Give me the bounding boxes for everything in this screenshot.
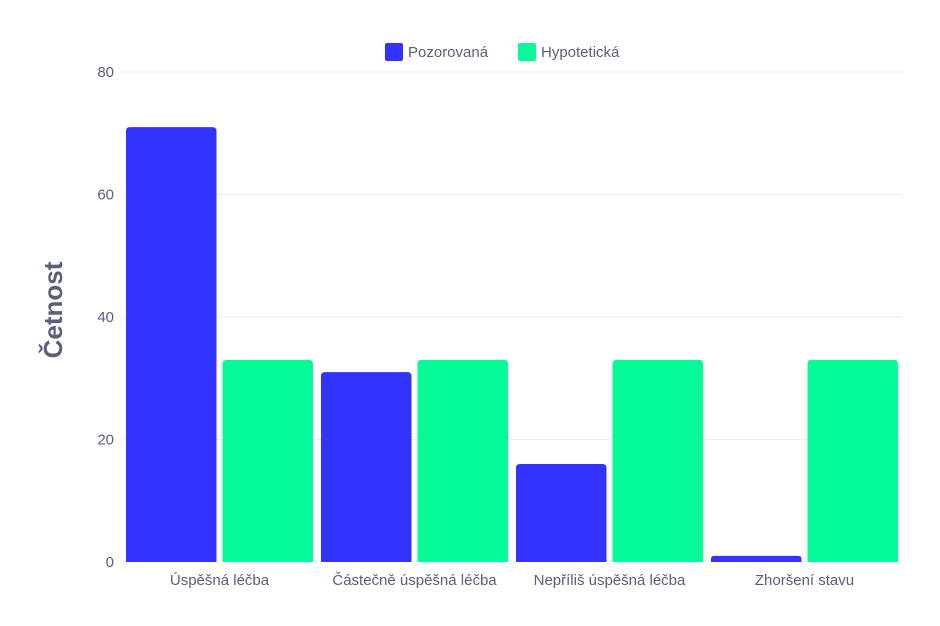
gridlines <box>122 71 902 440</box>
y-tick-label: 80 <box>97 64 114 81</box>
bar-hypothetical <box>807 359 898 562</box>
bar-hypothetical <box>417 359 508 562</box>
legend: Pozorovaná Hypotetická <box>385 43 620 61</box>
y-tick-label: 40 <box>97 309 114 326</box>
bar-observed <box>321 372 412 562</box>
legend-label: Pozorovaná <box>408 44 489 61</box>
bar-observed <box>126 127 217 562</box>
bar-hypothetical <box>222 359 313 562</box>
x-axis-ticks: Úspěšná léčba Částečně úspěšná léčba Nepří… <box>170 572 854 589</box>
bar-hypothetical <box>612 359 703 562</box>
bars <box>126 127 898 562</box>
bar-observed <box>516 464 607 562</box>
y-tick-label: 0 <box>106 554 114 571</box>
y-axis-ticks: 0 20 40 60 80 <box>97 64 114 571</box>
x-tick-label: Částečně úspěšná léčba <box>332 572 497 589</box>
x-tick-label: Nepříliš úspěšná léčba <box>534 572 686 589</box>
bar-observed <box>711 555 802 562</box>
y-axis-title: Četnost <box>38 261 68 358</box>
x-tick-label: Úspěšná léčba <box>170 572 270 589</box>
legend-label: Hypotetická <box>541 44 620 61</box>
y-tick-label: 60 <box>97 187 114 204</box>
y-tick-label: 20 <box>97 432 114 449</box>
legend-swatch <box>518 43 536 61</box>
x-tick-label: Zhoršení stavu <box>755 572 854 589</box>
legend-swatch <box>385 43 403 61</box>
